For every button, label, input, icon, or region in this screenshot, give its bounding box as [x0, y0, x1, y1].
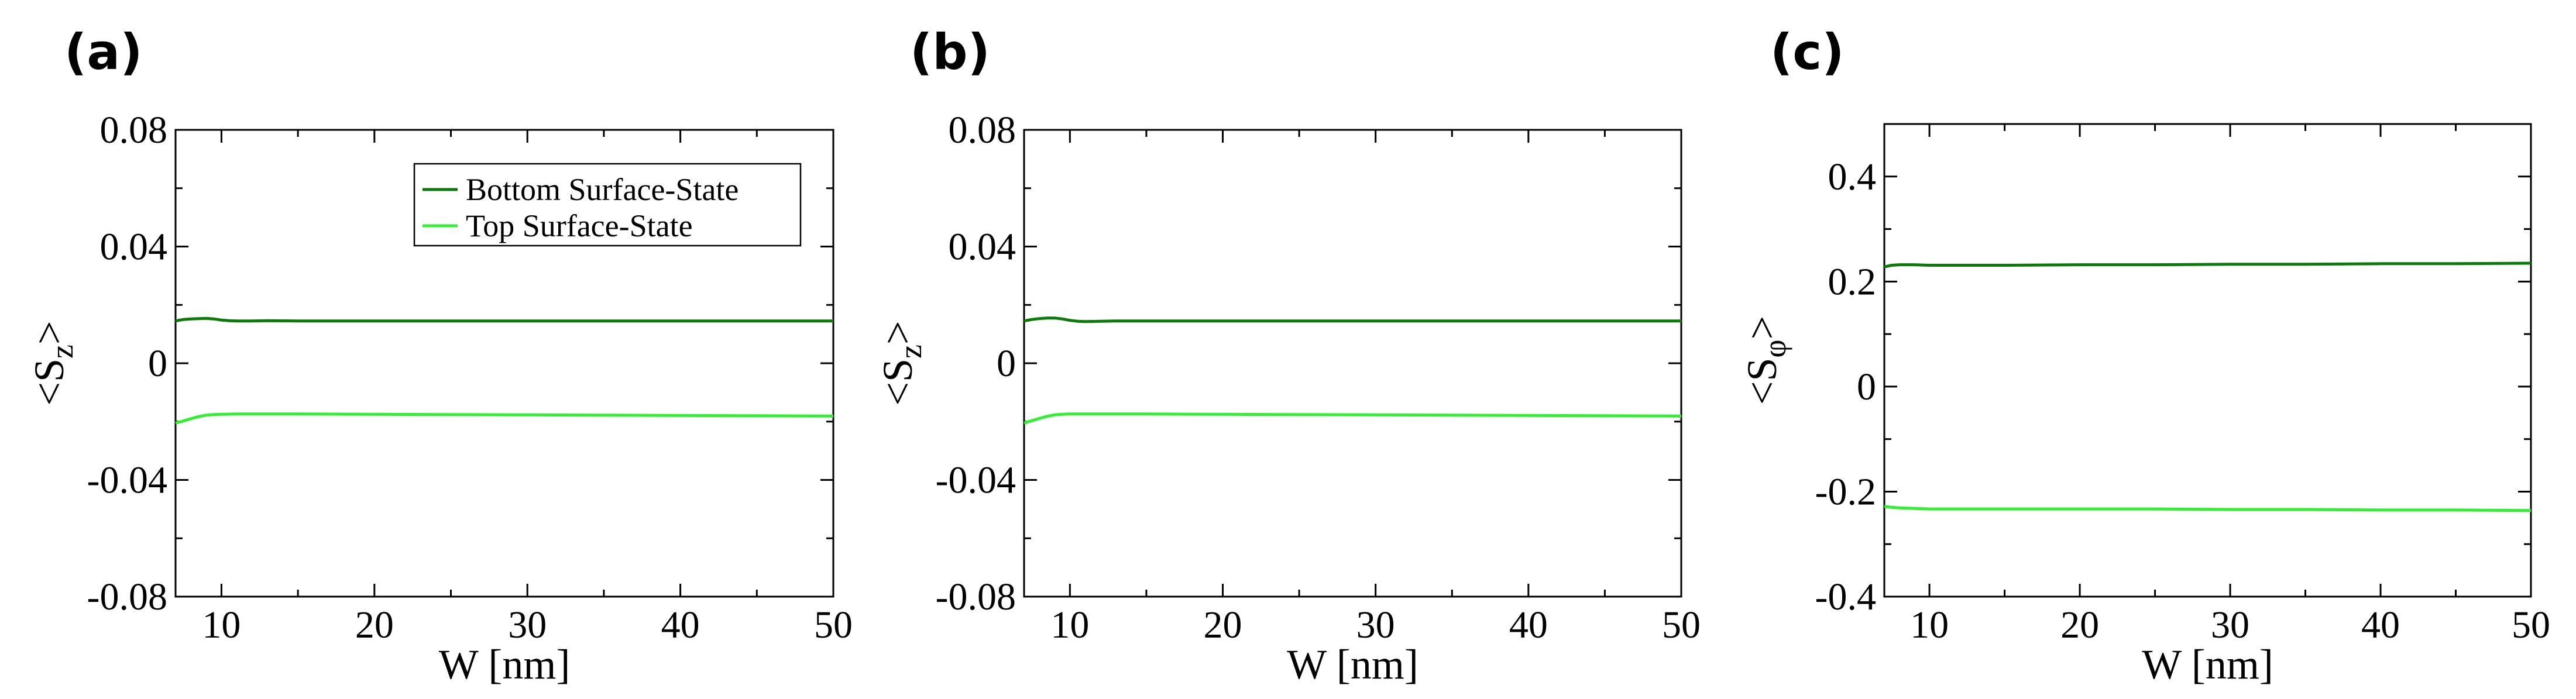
x-tick-label: 30 — [2211, 604, 2249, 646]
x-axis-label: W [nm] — [439, 641, 571, 688]
y-tick-label: 0.04 — [100, 226, 168, 268]
y-tick-label: 0.08 — [949, 109, 1016, 151]
y-axis-label-main: <S — [1739, 358, 1785, 405]
series-line-bottom — [1023, 316, 1681, 323]
y-axis-label: <Sz> — [874, 321, 928, 405]
x-tick-label: 50 — [2512, 604, 2550, 646]
chart-panel-1: (a) 10 20 30 40 50 0.08 0.04 0 -0.04 -0.08 W [nm] <S… — [26, 23, 853, 688]
y-axis-label-subscript: z — [44, 345, 80, 359]
x-tick-label: 50 — [814, 604, 853, 646]
x-axis-label: W [nm] — [2142, 641, 2273, 688]
y-tick-label: 0.2 — [1828, 260, 1877, 303]
x-tick-label: 10 — [1050, 604, 1089, 646]
y-axis-label: <Sφ> — [1739, 316, 1792, 405]
y-axis-label-subscript: φ — [1757, 339, 1792, 357]
plot-frame — [1023, 129, 1682, 598]
y-tick-label: -0.2 — [1815, 470, 1876, 513]
series-line-bottom — [1884, 261, 2532, 268]
y-tick-label: -0.08 — [87, 576, 167, 618]
series-line-top — [175, 412, 834, 425]
series-line-bottom — [175, 316, 833, 323]
x-axis-label: W [nm] — [1287, 641, 1418, 688]
x-tick-label: 40 — [2361, 604, 2400, 646]
series-line-top — [1884, 505, 2532, 512]
series-line-top — [1023, 412, 1682, 425]
y-tick-label: 0.4 — [1828, 156, 1877, 198]
y-axis-label: <Sz> — [26, 321, 80, 405]
y-axis-label-subscript: z — [893, 345, 928, 359]
plot-frame — [1883, 123, 2532, 598]
y-axis-label-main: <S — [874, 359, 921, 406]
panel-letter: (a) — [64, 23, 142, 81]
y-tick-label: -0.4 — [1815, 576, 1876, 618]
x-tick-label: 40 — [661, 604, 700, 646]
y-tick-label: 0 — [997, 342, 1016, 385]
x-tick-label: 10 — [1910, 604, 1949, 646]
y-tick-label: -0.08 — [936, 576, 1016, 618]
y-axis-label-close: > — [874, 321, 921, 345]
x-tick-label: 10 — [202, 604, 241, 646]
y-tick-label: 0 — [1857, 366, 1876, 408]
x-tick-label: 20 — [1204, 604, 1242, 646]
legend-entry-label: Bottom Surface-State — [466, 172, 739, 207]
chart-panel-2: (b) 10 20 30 40 50 0.08 0.04 0 -0.04 -0.08 W [nm] <S… — [874, 23, 1701, 688]
x-tick-label: 40 — [1509, 604, 1548, 646]
y-tick-label: 0.08 — [100, 109, 168, 151]
y-tick-label: 0.04 — [949, 226, 1016, 268]
x-tick-label: 30 — [1356, 604, 1395, 646]
x-tick-label: 50 — [1662, 604, 1701, 646]
x-tick-label: 20 — [2060, 604, 2099, 646]
legend-box — [413, 163, 802, 247]
panel-letter: (b) — [910, 23, 990, 81]
y-tick-label: 0 — [148, 342, 167, 385]
x-tick-label: 20 — [355, 604, 394, 646]
chart-panel-3: (c) 10 20 30 40 50 0.4 0.2 0 -0.2 -0.4 W [nm] <Sφ> — [1739, 23, 2550, 688]
legend-entry-label: Top Surface-State — [466, 208, 693, 243]
panel-letter: (c) — [1770, 23, 1845, 81]
y-axis-label-main: <S — [26, 359, 73, 406]
y-tick-label: -0.04 — [87, 459, 167, 502]
y-tick-label: -0.04 — [936, 459, 1016, 502]
y-axis-label-close: > — [26, 321, 73, 345]
y-axis-label-close: > — [1739, 316, 1785, 340]
x-tick-label: 30 — [508, 604, 547, 646]
